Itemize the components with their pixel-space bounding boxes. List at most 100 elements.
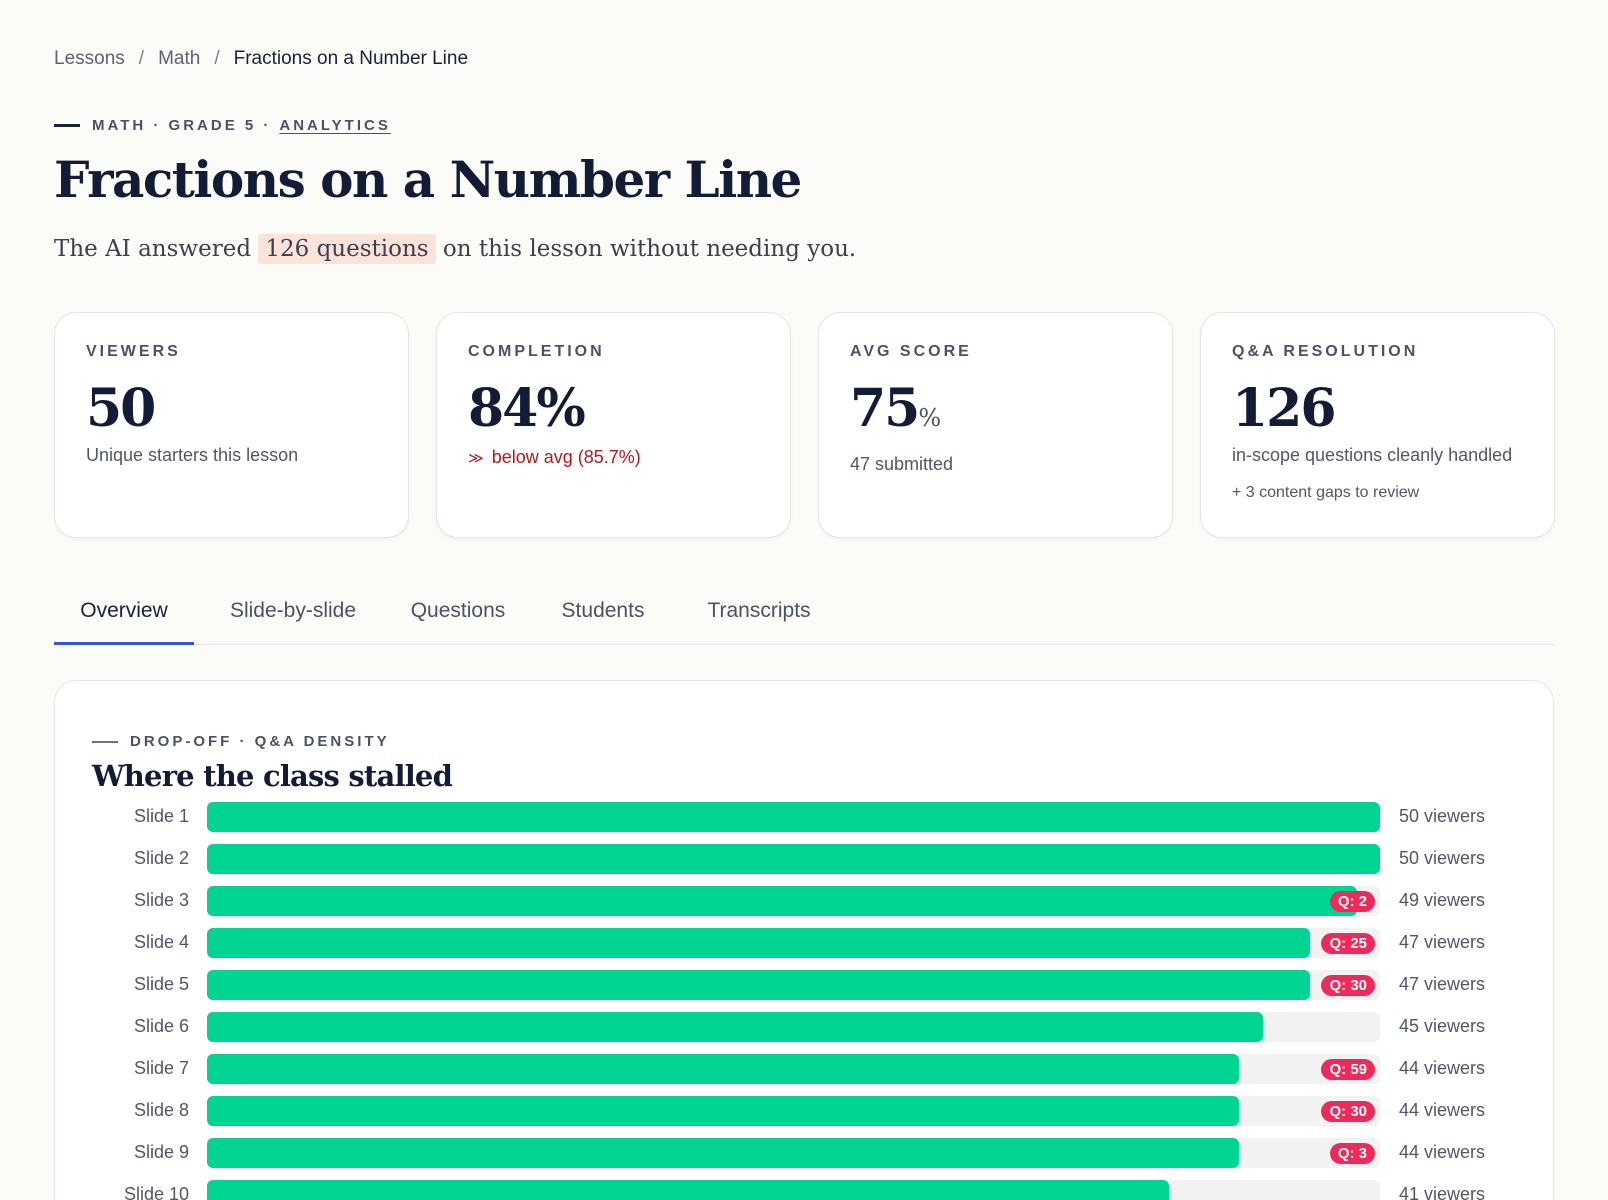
card-label: VIEWERS [86,343,181,360]
viewer-bar-track: Q: 59 [207,1054,1380,1084]
stat-cards: VIEWERS 50 Unique starters this lesson C… [54,312,1555,538]
viewer-bar-track [207,1180,1380,1200]
slide-label: Slide 7 [133,1058,189,1078]
slide-label: Slide 10 [123,1184,189,1200]
tab-transcripts[interactable]: Transcripts [707,599,811,622]
slide-row[interactable]: Slide 4 Q: 25 47 viewers [55,928,1555,958]
viewer-bar [207,1096,1239,1126]
viewer-count: 44 viewers [1399,1100,1486,1120]
viewer-bar [207,844,1380,874]
card-label: AVG SCORE [850,343,972,360]
tab-slide-by-slide[interactable]: Slide-by-slide [229,599,357,622]
slide-row[interactable]: Slide 7 Q: 59 44 viewers [55,1054,1555,1084]
panel-title: Where the class stalled [92,759,453,793]
viewer-count: 47 viewers [1399,932,1486,952]
viewer-count: 45 viewers [1399,1016,1486,1036]
slide-row[interactable]: Slide 1 50 viewers [55,802,1555,832]
viewer-count: 49 viewers [1399,890,1486,910]
lesson-eyebrow: MATH · GRADE 5 · ANALYTICS [54,117,391,134]
card-value: 126 [1232,378,1337,439]
card-sub: in-scope questions cleanly handled [1232,445,1513,465]
card-sub: 47 submitted [850,454,954,474]
slide-row[interactable]: Slide 5 Q: 30 47 viewers [55,970,1555,1000]
avg-score-card: AVG SCORE 75% 47 submitted [818,312,1173,538]
slide-label: Slide 1 [133,806,189,826]
viewer-bar [207,802,1380,832]
tab-questions[interactable]: Questions [410,599,506,622]
page-lede: The AI answered 126 questions on this le… [54,234,857,264]
breadcrumb-current: Fractions on a Number Line [233,48,469,69]
viewer-bar [207,1138,1239,1168]
slide-label: Slide 8 [133,1100,189,1120]
card-value: 84% [468,378,586,439]
card-label: COMPLETION [468,343,605,360]
viewer-bar-track [207,844,1380,874]
slide-row[interactable]: Slide 8 Q: 30 44 viewers [55,1096,1555,1126]
tab-students[interactable]: Students [561,599,645,622]
slide-row[interactable]: Slide 3 Q: 2 49 viewers [55,886,1555,916]
slide-label: Slide 2 [133,848,189,868]
breadcrumb-separator: / [138,48,145,69]
slide-row[interactable]: Slide 10 41 viewers [55,1180,1555,1200]
viewer-bar-track [207,1012,1380,1042]
eyebrow-dash [92,740,118,743]
question-count-badge[interactable]: Q: 2 [1329,891,1375,912]
question-count-badge[interactable]: Q: 59 [1321,1059,1375,1080]
viewer-count: 44 viewers [1399,1058,1486,1078]
viewers-card: VIEWERS 50 Unique starters this lesson [54,312,409,538]
card-label: Q&A RESOLUTION [1232,343,1419,360]
card-value: 50 [86,378,156,439]
viewer-count: 50 viewers [1399,848,1486,868]
viewer-count: 41 viewers [1399,1184,1486,1200]
viewer-bar-track: Q: 30 [207,970,1380,1000]
card-value-unit: % [918,404,942,432]
lede-text-after: on this lesson without needing you. [442,236,857,262]
viewer-bar-track: Q: 2 [207,886,1380,916]
viewer-bar [207,1054,1239,1084]
lede-highlight: 126 questions [258,234,436,264]
breadcrumb-lessons[interactable]: Lessons [54,48,125,69]
card-trend: ≫ below avg (85.7%) [468,447,759,468]
viewer-bar-track: Q: 3 [207,1138,1380,1168]
breadcrumb: Lessons / Math / Fractions on a Number L… [54,48,468,70]
card-value-number: 75 [850,378,920,439]
viewer-bar [207,970,1310,1000]
analytics-tabs: Overview Slide-by-slide Questions Studen… [54,583,1554,645]
slide-label: Slide 4 [133,932,189,952]
lede-text-before: The AI answered [54,236,252,262]
viewer-count: 50 viewers [1399,806,1486,826]
viewer-bar-track: Q: 30 [207,1096,1380,1126]
question-count-badge[interactable]: Q: 30 [1321,1101,1375,1122]
slide-row[interactable]: Slide 6 45 viewers [55,1012,1555,1042]
page-title: Fractions on a Number Line [54,150,802,209]
slide-label: Slide 9 [133,1142,189,1162]
breadcrumb-separator: / [214,48,220,69]
eyebrow-text: MATH · GRADE 5 · [92,117,272,134]
viewer-bar [207,928,1310,958]
card-sub: Unique starters this lesson [86,445,299,465]
breadcrumb-math[interactable]: Math [158,48,201,69]
slide-label: Slide 5 [133,974,189,994]
question-count-badge[interactable]: Q: 25 [1321,933,1375,954]
card-sub: below avg (85.7%) [491,447,641,467]
panel-eyebrow: DROP-OFF · Q&A DENSITY [92,733,390,750]
viewer-bar [207,1180,1169,1200]
question-count-badge[interactable]: Q: 3 [1329,1143,1375,1164]
viewer-bar-track [207,802,1380,832]
tab-overview[interactable]: Overview [54,583,194,645]
viewer-bar [207,886,1357,916]
slide-row[interactable]: Slide 9 Q: 3 44 viewers [55,1138,1555,1168]
question-count-badge[interactable]: Q: 30 [1321,975,1375,996]
chevron-double-down-icon: ≫ [468,449,484,467]
viewer-bar [207,1012,1263,1042]
content-gaps-link[interactable]: + 3 content gaps to review [1232,484,1420,501]
slide-row[interactable]: Slide 2 50 viewers [55,844,1555,874]
qa-resolution-card: Q&A RESOLUTION 126 in-scope questions cl… [1200,312,1555,538]
completion-card: COMPLETION 84% ≫ below avg (85.7%) [436,312,791,538]
viewer-count: 47 viewers [1399,974,1486,994]
dropoff-panel: DROP-OFF · Q&A DENSITY Where the class s… [54,680,1554,1200]
slide-label: Slide 3 [133,890,189,910]
analytics-link[interactable]: ANALYTICS [279,117,391,134]
viewer-count: 44 viewers [1399,1142,1486,1162]
slide-label: Slide 6 [133,1016,189,1036]
